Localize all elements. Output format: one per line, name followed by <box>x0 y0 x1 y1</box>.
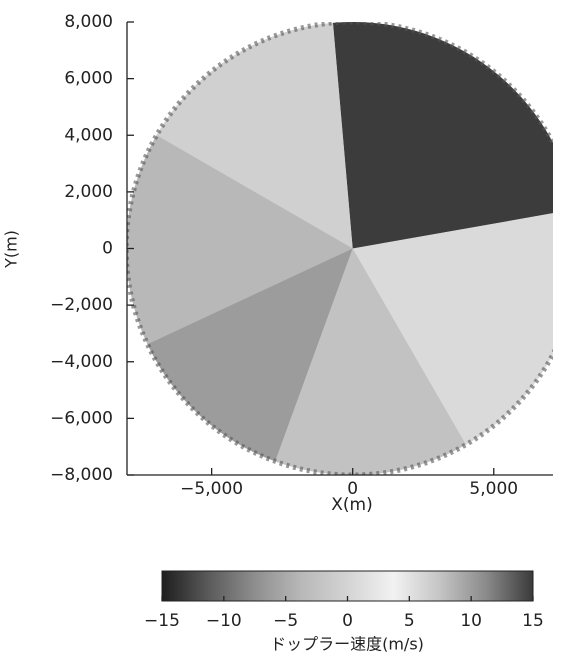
colorbar-tick-label: −15 <box>144 611 180 631</box>
y-tick-label: −6,000 <box>50 408 113 428</box>
colorbar-tick-label: −5 <box>273 611 298 631</box>
y-tick-label: −8,000 <box>50 465 113 485</box>
radar-sector <box>352 213 553 445</box>
radar-sector <box>127 135 353 345</box>
radar-image <box>127 22 553 475</box>
y-tick-label: 0 <box>102 239 113 259</box>
y-tick-label: 6,000 <box>64 69 113 89</box>
radar-sector <box>147 248 353 462</box>
x-tick-label: 0 <box>347 479 358 499</box>
colorbar-tick-label: 15 <box>522 611 544 631</box>
x-tick-label: 5,000 <box>469 479 518 499</box>
colorbar-tick-label: 0 <box>342 611 353 631</box>
y-tick-label: 4,000 <box>64 125 113 145</box>
colorbar-tick-label: 5 <box>404 611 415 631</box>
y-tick-label: 2,000 <box>64 182 113 202</box>
colorbar-tick-label: 10 <box>460 611 482 631</box>
radar-sector <box>275 248 466 475</box>
y-tick-label: 8,000 <box>64 12 113 32</box>
x-tick-label: −5,000 <box>180 479 243 499</box>
y-axis-label: Y(m) <box>2 230 21 269</box>
colorbar-tick-label: −10 <box>206 611 242 631</box>
colorbar-label: ドップラー速度(m/s) <box>270 635 424 654</box>
x-axis-label: X(m) <box>331 495 372 515</box>
y-tick-label: −2,000 <box>50 295 113 315</box>
radar-sector <box>332 22 553 249</box>
y-tick-label: −4,000 <box>50 352 113 372</box>
